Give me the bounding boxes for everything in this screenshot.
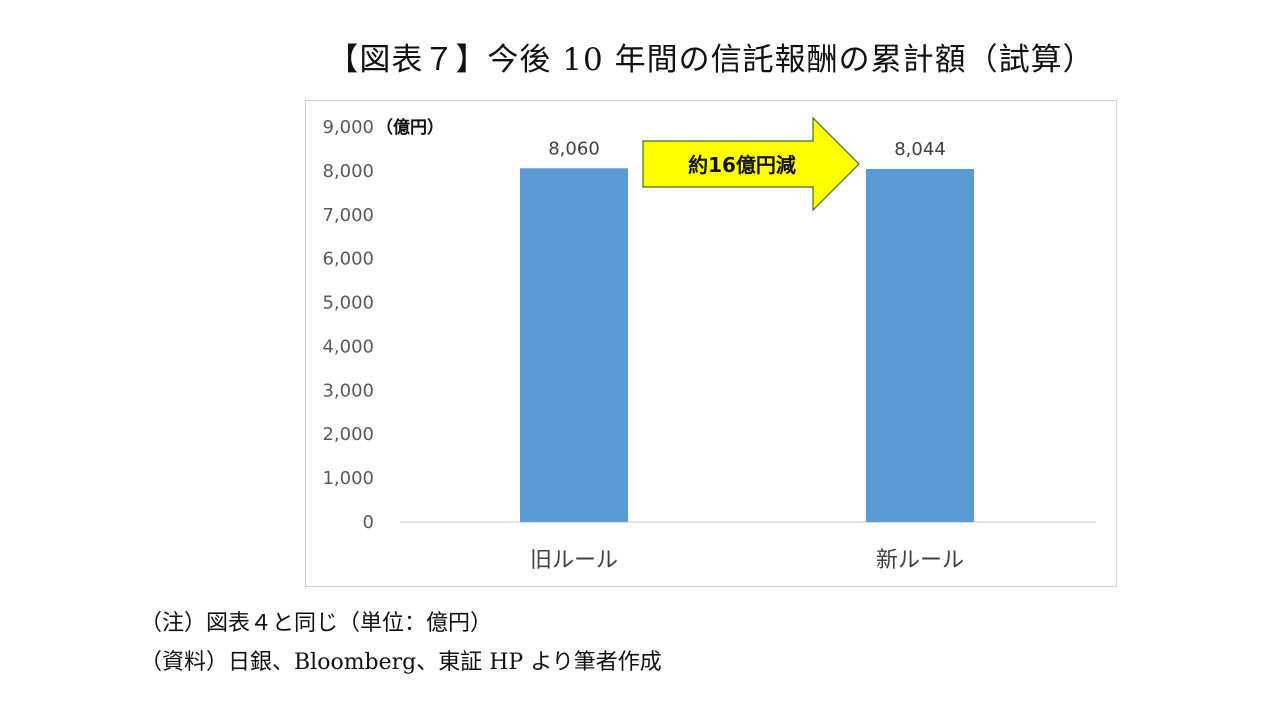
chart-title: 【図表７】今後 10 年間の信託報酬の累計額（試算） [327, 42, 1095, 78]
y-axis-unit-label: （億円） [376, 117, 444, 138]
bar [866, 168, 974, 523]
value-labels: 8,060 8,044 [548, 138, 946, 160]
y-tick-label: 1,000 [322, 468, 374, 489]
footnotes: （注）図表４と同じ（単位：億円） （資料）日銀、Bloomberg、東証 HP … [140, 604, 662, 682]
source-text: （資料）日銀、Bloomberg、東証 HP より筆者作成 [140, 650, 662, 675]
y-tick-label: 8,000 [322, 161, 374, 182]
reduction-label: 約16億円減 [688, 153, 796, 177]
x-category-label: 新ルール [876, 548, 964, 573]
chart-area: 0 1,000 2,000 3,000 4,000 5,000 6,000 7,000 8,00… [305, 100, 1117, 587]
x-category-label: 旧ルール [530, 548, 618, 573]
y-axis-ticks: 0 1,000 2,000 3,000 4,000 5,000 6,000 7,000 8,00… [322, 117, 374, 533]
bar-chart: 0 1,000 2,000 3,000 4,000 5,000 6,000 7,000 8,00… [322, 116, 1096, 573]
y-tick-label: 2,000 [322, 424, 374, 445]
bar-value-label: 8,060 [548, 138, 600, 159]
y-tick-label: 4,000 [322, 336, 374, 357]
x-axis-categories: 旧ルール 新ルール [530, 548, 964, 573]
y-tick-label: 5,000 [322, 293, 374, 314]
y-tick-label: 3,000 [322, 380, 374, 401]
bar-value-label: 8,044 [894, 139, 946, 160]
bar [520, 168, 628, 522]
note-text: （注）図表４と同じ（単位：億円） [140, 611, 493, 636]
right-arrow-shape [642, 116, 860, 212]
reduction-arrow: 約16億円減 [642, 116, 860, 212]
y-tick-label: 7,000 [322, 205, 374, 226]
bars [520, 168, 974, 523]
y-tick-label: 9,000 [322, 117, 374, 138]
y-tick-label: 6,000 [322, 249, 374, 270]
y-tick-label: 0 [363, 512, 374, 533]
